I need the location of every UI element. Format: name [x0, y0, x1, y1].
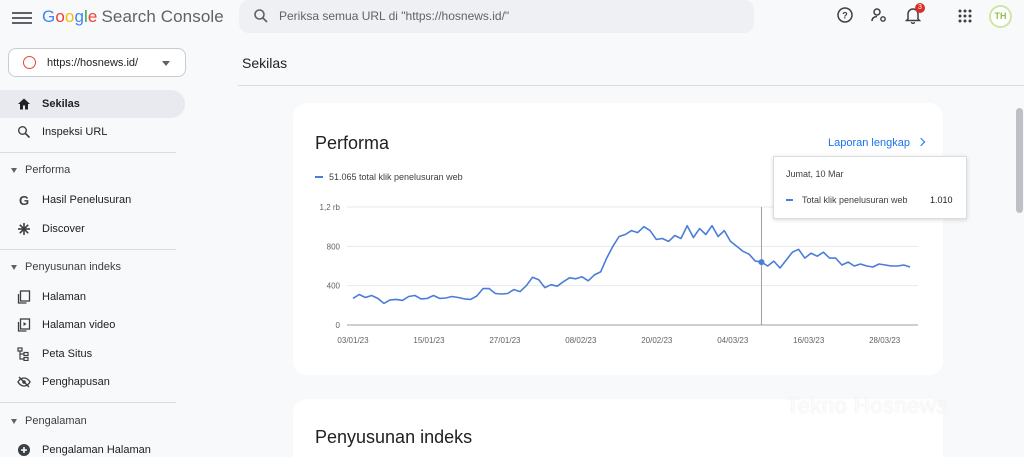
sidebar-divider — [0, 249, 176, 250]
collapse-triangle-icon — [11, 168, 17, 173]
full-report-label: Laporan lengkap — [828, 137, 910, 149]
search-input[interactable] — [279, 6, 739, 26]
search-icon — [18, 126, 31, 139]
dropdown-caret-icon — [162, 61, 170, 66]
sidebar-item-label: Pengalaman Halaman — [42, 444, 151, 456]
manage-users-icon[interactable] — [870, 6, 888, 24]
property-selector[interactable]: https://hosnews.id/ — [8, 48, 186, 77]
help-icon[interactable]: ? — [836, 6, 854, 24]
page-title: Sekilas — [242, 55, 288, 71]
performance-card: Performa Laporan lengkap 51.065 total kl… — [293, 103, 943, 375]
tooltip-metric-value: 1.010 — [930, 195, 953, 205]
tooltip-swatch — [786, 199, 793, 201]
chevron-right-icon — [916, 137, 926, 147]
chart-tooltip: Jumat, 10 Mar Total klik penelusuran web… — [773, 156, 967, 219]
chart-legend[interactable]: 51.065 total klik penelusuran web — [315, 172, 463, 182]
sidebar-item-pages[interactable]: Halaman — [0, 283, 185, 311]
video-pages-icon — [17, 318, 31, 332]
sidebar-item-discover[interactable]: Discover — [0, 215, 185, 243]
indexing-card-title: Penyusunan indeks — [315, 427, 473, 447]
home-icon — [18, 98, 30, 110]
google-g-icon: G — [19, 193, 29, 207]
sidebar-item-video-pages[interactable]: Halaman video — [0, 311, 185, 339]
eye-off-icon — [17, 376, 31, 388]
performance-card-title: Performa — [315, 133, 390, 153]
notification-count-badge: 3 — [915, 3, 925, 13]
full-report-link[interactable]: Laporan lengkap — [828, 137, 926, 149]
sidebar-item-removals[interactable]: Penghapusan — [0, 368, 185, 396]
sidebar-item-label: Sekilas — [42, 98, 80, 110]
legend-swatch — [315, 176, 323, 178]
sidebar-item-label: Halaman video — [42, 319, 116, 331]
legend-label: 51.065 total klik penelusuran web — [329, 172, 463, 182]
sidebar-item-sitemaps[interactable]: Peta Situs — [0, 340, 185, 368]
header-divider — [238, 85, 1024, 86]
property-favicon-icon — [23, 56, 36, 69]
property-url: https://hosnews.id/ — [47, 57, 139, 69]
sidebar-item-label: Peta Situs — [42, 348, 93, 360]
sidebar-item-label: Hasil Penelusuran — [42, 194, 132, 206]
plus-circle-icon — [18, 444, 30, 456]
collapse-triangle-icon — [11, 265, 17, 270]
tooltip-date: Jumat, 10 Mar — [786, 169, 844, 179]
sidebar-item-label: Penghapusan — [42, 376, 110, 388]
main-menu-icon[interactable] — [12, 9, 32, 25]
pages-icon — [17, 290, 31, 304]
sidebar-item-label: Discover — [42, 223, 85, 235]
notifications-bell-icon[interactable]: 3 — [905, 3, 925, 24]
sidebar-divider — [0, 152, 176, 153]
sidebar-item-label: Inspeksi URL — [42, 126, 108, 138]
sitemap-icon — [17, 347, 29, 361]
sidebar-section-title: Penyusunan indeks — [25, 261, 122, 273]
sidebar-section-experience[interactable]: Pengalaman — [0, 412, 185, 432]
sidebar-section-performance[interactable]: Performa — [0, 161, 185, 181]
sidebar-item-overview[interactable]: Sekilas — [0, 90, 185, 118]
sidebar-divider — [0, 402, 176, 403]
sidebar-item-search-results[interactable]: G Hasil Penelusuran — [0, 186, 185, 214]
watermark-text: Tekno Hosnews — [786, 393, 948, 418]
sidebar-section-indexing[interactable]: Penyusunan indeks — [0, 258, 185, 278]
sidebar-item-url-inspection[interactable]: Inspeksi URL — [0, 118, 185, 146]
asterisk-icon — [18, 223, 30, 235]
account-avatar[interactable]: TH — [989, 5, 1012, 28]
sidebar-item-page-experience[interactable]: Pengalaman Halaman — [0, 436, 185, 457]
apps-grid-icon[interactable] — [958, 9, 972, 23]
tooltip-metric-label: Total klik penelusuran web — [802, 195, 908, 205]
product-name: Search Console — [101, 7, 224, 26]
svg-text:G: G — [19, 193, 29, 207]
sidebar-section-title: Performa — [25, 164, 71, 176]
google-search-console-logo[interactable]: Google Search Console — [42, 7, 224, 26]
page-scrollbar[interactable] — [1016, 108, 1023, 213]
url-inspection-search-bar[interactable] — [239, 0, 754, 33]
indexing-card: Penyusunan indeks — [293, 399, 943, 457]
sidebar-item-label: Halaman — [42, 291, 87, 303]
sidebar-section-title: Pengalaman — [25, 415, 87, 427]
svg-text:?: ? — [842, 11, 848, 21]
search-icon — [254, 9, 268, 23]
collapse-triangle-icon — [11, 419, 17, 424]
